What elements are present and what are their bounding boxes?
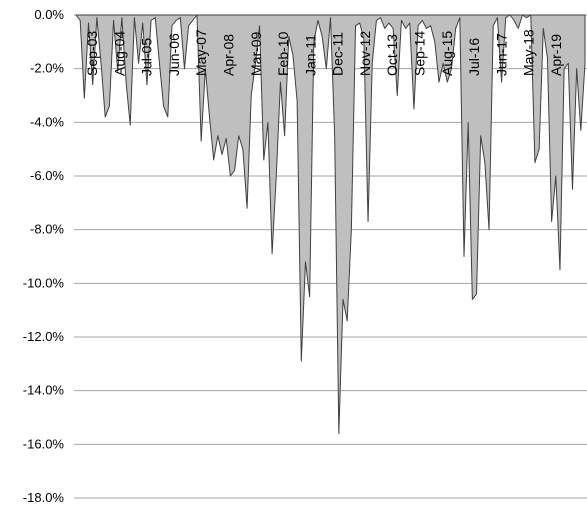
x-axis: Sep-03 Aug-04 Jul-05 Jun-06 May-07 Apr-08 Mar-… xyxy=(84,29,564,76)
plot-area xyxy=(75,14,586,435)
x-tick-label: Feb-10 xyxy=(275,31,291,76)
x-tick-label: May-07 xyxy=(193,29,209,76)
x-tick-label: Aug-04 xyxy=(111,31,127,76)
y-tick-label: -2.0% xyxy=(30,61,64,76)
gridlines xyxy=(74,14,587,499)
x-tick-label: Jun-06 xyxy=(166,33,182,76)
y-tick-label: 0.0% xyxy=(34,7,64,22)
y-tick-label: -18.0% xyxy=(23,490,65,505)
x-tick-label: Nov-12 xyxy=(357,31,373,76)
x-tick-label: Mar-09 xyxy=(248,31,264,76)
y-tick-label: -10.0% xyxy=(23,275,65,290)
x-tick-label: May-18 xyxy=(521,29,537,76)
y-tick-label: -14.0% xyxy=(23,383,65,398)
x-tick-label: Jul-16 xyxy=(466,38,482,76)
y-tick-label: -6.0% xyxy=(30,168,64,183)
x-tick-label: Jun-17 xyxy=(493,33,509,76)
x-tick-label: Apr-08 xyxy=(221,34,237,76)
x-tick-label: Jul-05 xyxy=(139,38,155,76)
x-tick-label: Aug-15 xyxy=(439,31,455,76)
x-tick-label: Apr-19 xyxy=(548,34,564,76)
x-tick-label: Sep-03 xyxy=(84,31,100,76)
y-axis: 0.0% -2.0% -4.0% -6.0% -8.0% -10.0% -12.0% -14.… xyxy=(23,7,65,505)
x-tick-label: Jan-11 xyxy=(302,34,318,76)
x-tick-label: Dec-11 xyxy=(330,32,346,76)
y-tick-label: -16.0% xyxy=(23,436,65,451)
y-tick-label: -8.0% xyxy=(30,222,64,237)
x-tick-label: Sep-14 xyxy=(412,31,428,76)
y-tick-label: -4.0% xyxy=(30,114,64,129)
y-tick-label: -12.0% xyxy=(23,329,65,344)
drawdown-series-area xyxy=(75,14,586,435)
x-tick-label: Oct-13 xyxy=(384,34,400,76)
